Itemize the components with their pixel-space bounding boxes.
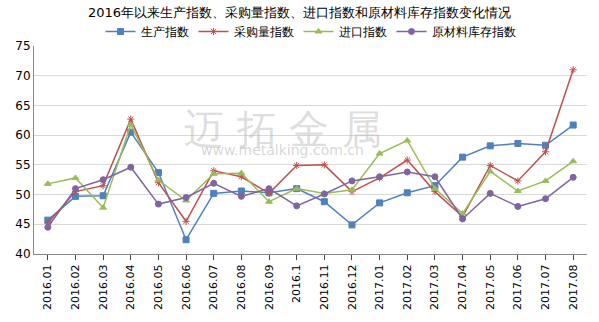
svg-text:2016.01: 2016.01 [41, 264, 54, 310]
svg-text:2016.09: 2016.09 [263, 264, 276, 310]
svg-text:进口指数: 进口指数 [339, 25, 387, 39]
svg-text:65: 65 [15, 99, 30, 113]
svg-text:40: 40 [15, 247, 30, 261]
svg-text:75: 75 [15, 39, 30, 53]
svg-text:45: 45 [15, 217, 30, 231]
svg-text:2017.05: 2017.05 [484, 264, 497, 310]
svg-text:70: 70 [15, 69, 30, 83]
svg-text:2016.12: 2016.12 [346, 264, 359, 310]
svg-text:采购量指数: 采购量指数 [234, 25, 294, 39]
svg-text:2017.01: 2017.01 [373, 264, 386, 310]
svg-text:www.metalking.com.cn: www.metalking.com.cn [201, 142, 364, 158]
svg-text:2017.02: 2017.02 [401, 264, 414, 310]
svg-text:2016.03: 2016.03 [97, 264, 110, 310]
svg-text:2016.08: 2016.08 [235, 264, 248, 310]
svg-text:生产指数: 生产指数 [141, 25, 189, 39]
svg-text:2016年以来生产指数、采购量指数、进口指数和原材料库存指数: 2016年以来生产指数、采购量指数、进口指数和原材料库存指数变化情况 [88, 5, 511, 20]
svg-text:2016.05: 2016.05 [152, 264, 165, 310]
svg-text:2016.1: 2016.1 [290, 264, 303, 303]
svg-text:2016.04: 2016.04 [124, 264, 137, 310]
svg-text:60: 60 [15, 128, 30, 142]
svg-text:2016.06: 2016.06 [180, 264, 193, 310]
svg-text:55: 55 [15, 158, 30, 172]
svg-text:2017.04: 2017.04 [456, 264, 469, 310]
svg-text:50: 50 [15, 188, 30, 202]
svg-text:2016.11: 2016.11 [318, 264, 331, 310]
svg-text:2017.06: 2017.06 [511, 264, 524, 310]
svg-text:迈 拓 金 属: 迈 拓 金 属 [184, 106, 382, 152]
svg-text:2017.03: 2017.03 [428, 264, 441, 310]
svg-text:2016.02: 2016.02 [69, 264, 82, 310]
svg-text:2017.07: 2017.07 [539, 264, 552, 310]
svg-text:2016.07: 2016.07 [207, 264, 220, 310]
svg-text:原材料库存指数: 原材料库存指数 [432, 25, 516, 39]
svg-text:2017.08: 2017.08 [567, 264, 580, 310]
